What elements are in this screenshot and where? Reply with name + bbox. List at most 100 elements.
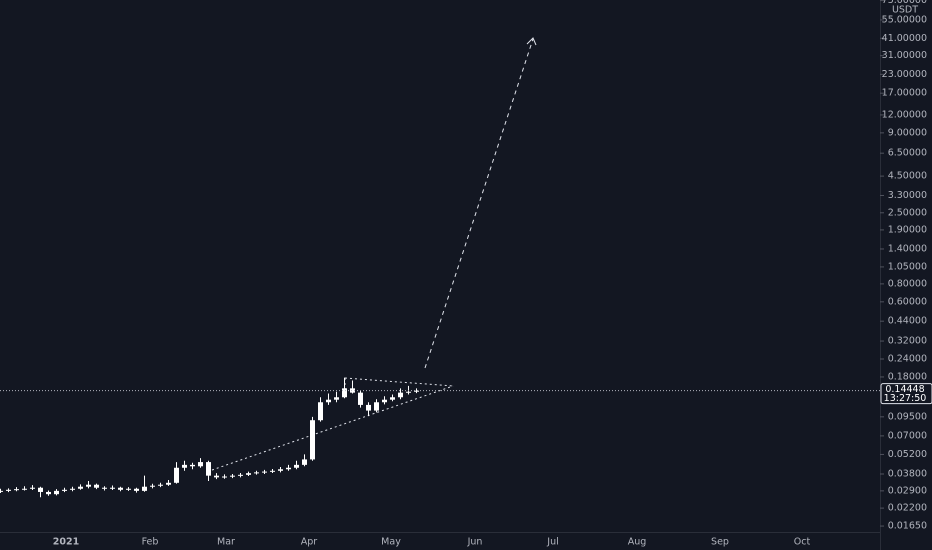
candle-body: [230, 475, 235, 477]
candle-body: [166, 482, 171, 485]
candle-body: [286, 467, 291, 470]
y-tick-label: 1.90000: [888, 224, 927, 235]
x-tick-label: May: [381, 537, 401, 548]
last-price-box: [880, 383, 932, 405]
y-tick-label: 0.18000: [888, 371, 927, 382]
y-tick-label: 31.00000: [882, 50, 927, 61]
y-tick-label: 0.01650: [888, 521, 927, 532]
candle-body: [214, 475, 219, 478]
countdown-label: 13:27:50: [884, 393, 927, 404]
candle-body: [254, 472, 259, 474]
candle-body: [366, 404, 371, 411]
candle-body: [374, 402, 379, 411]
y-tick-label: 0.60000: [888, 296, 927, 307]
candle-body: [22, 488, 27, 490]
candle-body: [398, 392, 403, 398]
candle-body: [310, 420, 315, 460]
candle-body: [350, 388, 355, 393]
y-tick-label: 6.50000: [888, 148, 927, 159]
y-tick-label: 0.03800: [888, 469, 927, 480]
candle-body: [270, 470, 275, 472]
triangle-upper-line: [344, 377, 454, 387]
candle-body: [70, 488, 75, 490]
candle-body: [62, 489, 67, 491]
candle-body: [390, 397, 395, 400]
candle-body: [318, 402, 323, 421]
candle-body: [406, 391, 411, 393]
candle-body: [78, 486, 83, 489]
candle-body: [134, 488, 139, 491]
candle-body: [150, 485, 155, 487]
candle-body: [38, 487, 43, 492]
y-tick-label: 0.44000: [888, 316, 927, 327]
y-tick-label: 55.00000: [882, 14, 927, 25]
y-tick-label: 0.24000: [888, 354, 927, 365]
y-tick-label: 0.02200: [888, 503, 927, 514]
candle-body: [382, 399, 387, 403]
y-tick-label: 0.05200: [888, 449, 927, 460]
candle-body: [102, 487, 107, 489]
candle-body: [86, 484, 91, 487]
y-tick-label: 12.00000: [882, 109, 927, 120]
candle-body: [302, 459, 307, 465]
candle-body: [262, 471, 267, 473]
candle-body: [6, 489, 11, 491]
last-price-label: 0.14448: [885, 384, 924, 395]
projection-arrow: [424, 38, 534, 369]
candle-body: [126, 488, 131, 490]
x-tick-label: Feb: [142, 537, 159, 548]
candle-body: [14, 489, 19, 491]
candle-body: [142, 486, 147, 491]
candle-body: [294, 464, 299, 468]
x-tick-label: Jun: [467, 537, 483, 548]
candle-body: [414, 390, 419, 392]
x-tick-label: Apr: [301, 537, 318, 548]
y-tick-label: 0.09500: [888, 411, 927, 422]
candle-body: [158, 484, 163, 486]
candle-body: [110, 487, 115, 489]
candle-body: [358, 392, 363, 405]
y-tick-label: 41.00000: [882, 33, 927, 44]
y-tick-label: 75.00000: [882, 0, 927, 6]
y-tick-label: 23.00000: [882, 69, 927, 80]
candle-body: [30, 487, 35, 489]
candle-body: [246, 473, 251, 475]
y-tick-label: 17.00000: [882, 88, 927, 99]
candle-body: [326, 399, 331, 403]
candle-body: [190, 464, 195, 467]
candle-body: [118, 487, 123, 490]
candle-body: [198, 462, 203, 467]
candle-body: [54, 490, 59, 495]
y-tick-label: 1.40000: [888, 243, 927, 254]
x-tick-label: Sep: [711, 537, 729, 548]
unit-label: USDT: [892, 5, 918, 16]
candle-body: [94, 484, 99, 488]
y-tick-label: 4.50000: [888, 171, 927, 182]
candle-body: [238, 474, 243, 476]
candle-body: [182, 464, 187, 468]
x-tick-label: Aug: [628, 537, 647, 548]
candle-body: [206, 462, 211, 476]
x-tick-label: Jul: [546, 537, 558, 548]
y-tick-label: 3.30000: [888, 190, 927, 201]
y-tick-label: 9.00000: [888, 127, 927, 138]
x-tick-label: 2021: [53, 537, 79, 548]
candle-body: [334, 397, 339, 400]
x-tick-label: Oct: [794, 537, 811, 548]
arrow-head: [526, 37, 537, 46]
candle-body: [342, 388, 347, 398]
candle-body: [278, 469, 283, 471]
y-tick-label: 0.07000: [888, 430, 927, 441]
x-tick-label: Mar: [217, 537, 235, 548]
y-tick-label: 0.32000: [888, 336, 927, 347]
candle-body: [174, 467, 179, 483]
candle-body: [222, 476, 227, 478]
candle-body: [0, 490, 3, 492]
y-tick-label: 0.80000: [888, 278, 927, 289]
y-tick-label: 2.50000: [888, 207, 927, 218]
candle-body: [46, 491, 51, 495]
y-tick-label: 1.05000: [888, 261, 927, 272]
y-tick-label: 0.02900: [888, 485, 927, 496]
